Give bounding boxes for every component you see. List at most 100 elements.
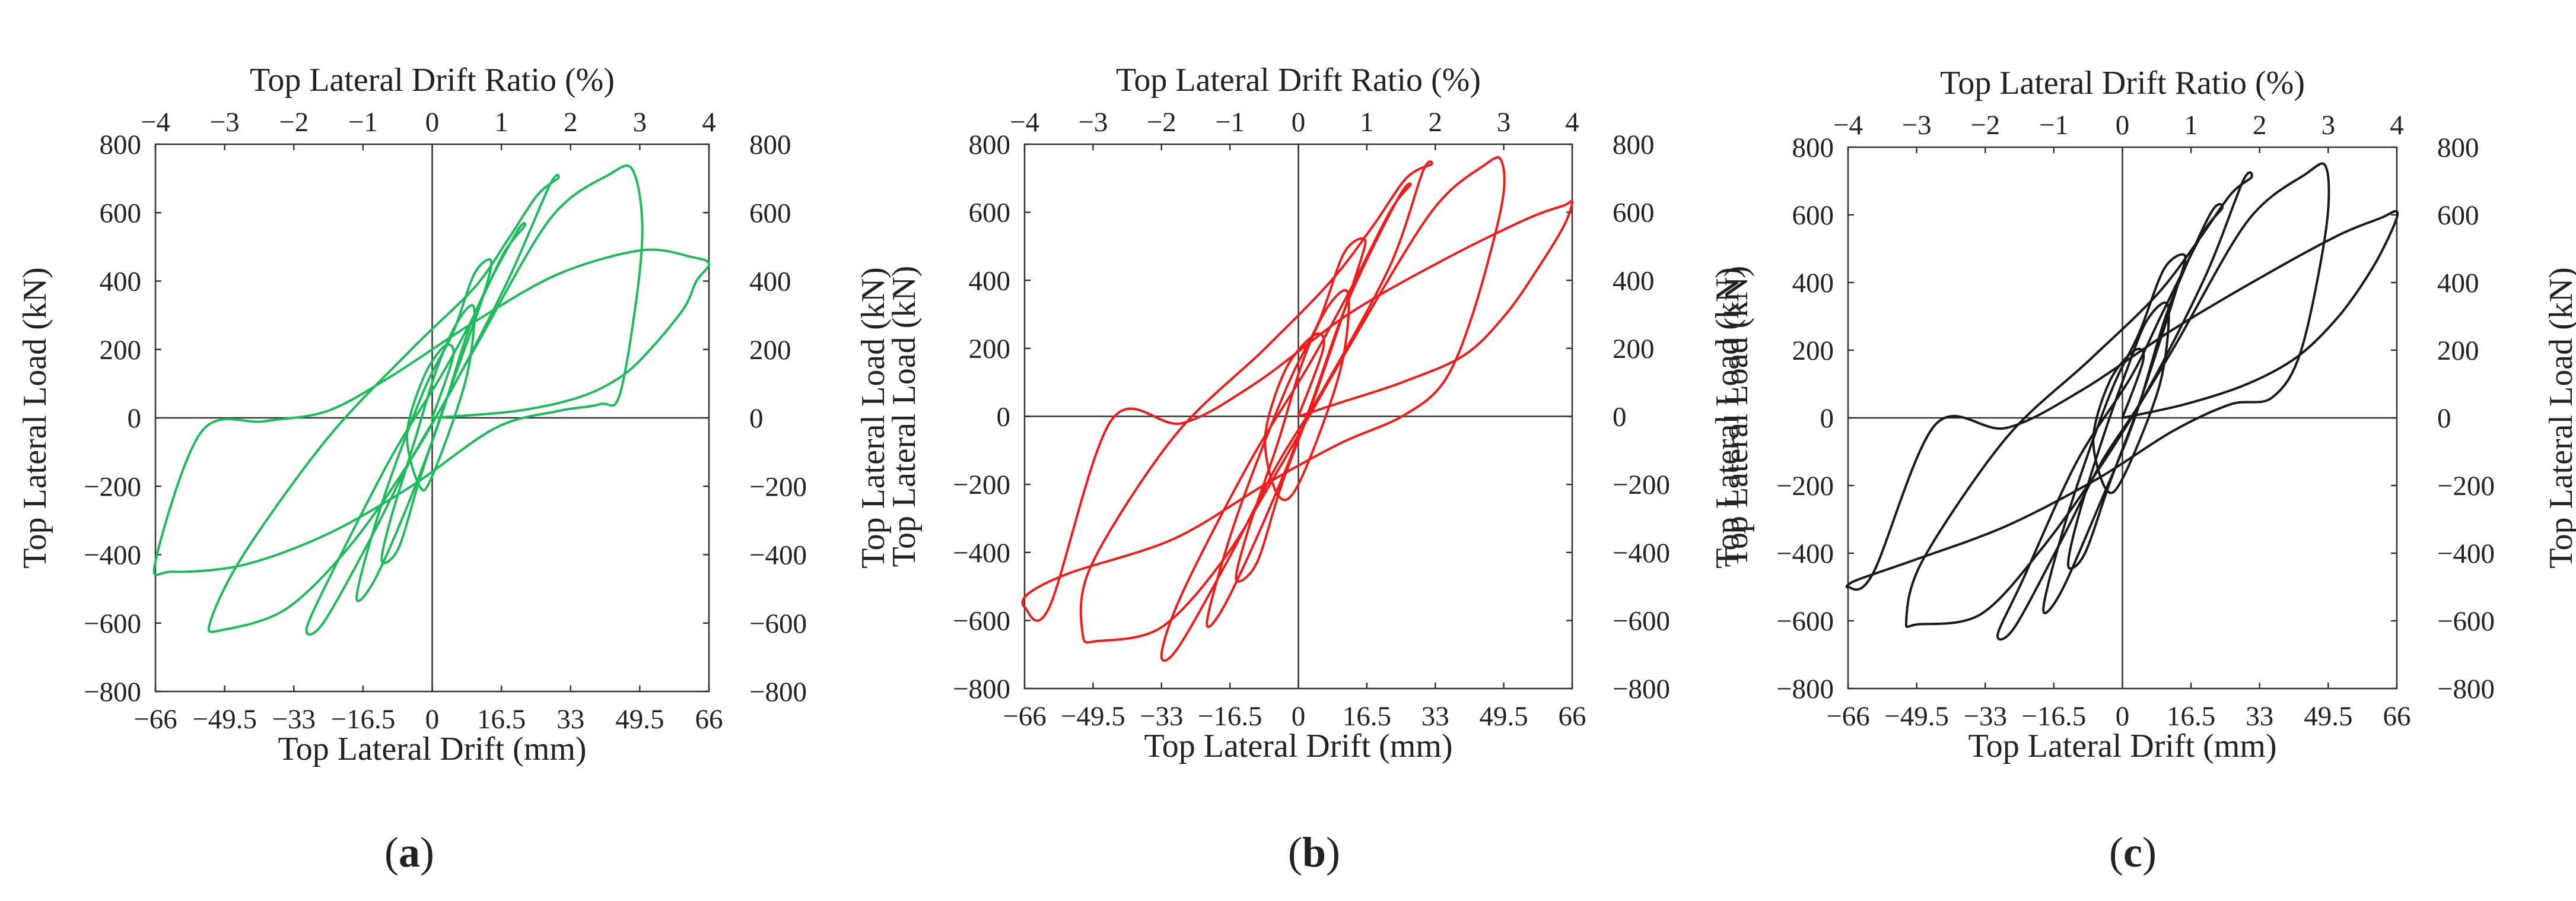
x-tick-label: −16.5 bbox=[1198, 701, 1262, 732]
x-tick-label: 0 bbox=[2116, 701, 2130, 732]
y-tick-label: −200 bbox=[84, 471, 141, 502]
x2-tick-label: 3 bbox=[633, 107, 647, 138]
x-tick-label: 49.5 bbox=[2304, 701, 2352, 732]
panel-label-open-paren: ( bbox=[2109, 829, 2123, 876]
x2-tick-label: −3 bbox=[210, 107, 240, 138]
series-line-hysteresis bbox=[1845, 162, 2399, 641]
x-tick-label: 33 bbox=[1421, 701, 1449, 732]
y-tick-label: −400 bbox=[953, 538, 1010, 569]
y-tick-label: 800 bbox=[969, 129, 1011, 160]
y2-tick-label: −600 bbox=[1613, 605, 1670, 636]
panel-label-close-paren: ) bbox=[1326, 829, 1340, 876]
x-tick-label: 16.5 bbox=[2167, 701, 2215, 732]
y-tick-label: −400 bbox=[1776, 538, 1834, 569]
x-tick-label: −49.5 bbox=[1884, 701, 1949, 732]
x2-tick-label: 1 bbox=[494, 107, 508, 138]
x-axis-label: Top Lateral Drift (mm) bbox=[278, 731, 586, 767]
panel-label-open-paren: ( bbox=[1288, 829, 1302, 876]
y2-tick-label: 600 bbox=[2437, 200, 2479, 231]
y-tick-label: −600 bbox=[84, 608, 141, 639]
chart-panel-b: −66 −49.5 −33 −16.5 0 16.5 33 49.5 66 −4 −3 −2 −1 0 1 2… bbox=[886, 62, 1755, 876]
panel-label-close-paren: ) bbox=[420, 829, 434, 876]
x-tick-label: 0 bbox=[1292, 701, 1306, 732]
y2-axis-label: Top Lateral Load (kN) bbox=[855, 267, 892, 569]
x2-tick-label: 4 bbox=[1565, 107, 1579, 138]
chart-panel-c: −66 −49.5 −33 −16.5 0 16.5 33 49.5 66 −4 −3 −2 −1 0 1 2… bbox=[1709, 65, 2576, 876]
y2-tick-label: 600 bbox=[749, 198, 791, 229]
y2-tick-label: −400 bbox=[749, 540, 807, 571]
y-tick-label: 400 bbox=[1792, 268, 1834, 299]
panel-label-letter: c bbox=[2123, 829, 2142, 876]
x2-tick-label: 2 bbox=[2253, 110, 2267, 141]
panel-label: (a) bbox=[384, 829, 434, 876]
y-tick-label: 0 bbox=[128, 403, 142, 434]
x-tick-label: 0 bbox=[425, 704, 440, 735]
panel-label: (c) bbox=[2109, 829, 2157, 876]
y-tick-label: 600 bbox=[969, 198, 1011, 229]
x-tick-label: −33 bbox=[1963, 701, 2007, 732]
y2-tick-label: 400 bbox=[1613, 265, 1655, 296]
x-tick-label: −33 bbox=[272, 704, 316, 735]
y-tick-label: 400 bbox=[100, 267, 142, 297]
x-tick-label: 66 bbox=[2383, 701, 2411, 732]
x-tick-label: −33 bbox=[1140, 701, 1184, 732]
y2-tick-label: 200 bbox=[749, 335, 791, 366]
x2-tick-label: 1 bbox=[2184, 110, 2198, 141]
y2-tick-label: 0 bbox=[1613, 402, 1627, 433]
x2-tick-label: −1 bbox=[1215, 107, 1245, 138]
y-tick-label: −200 bbox=[1776, 471, 1834, 502]
x-tick-label: −49.5 bbox=[1061, 701, 1125, 732]
y2-tick-label: −400 bbox=[2437, 538, 2495, 569]
y-tick-label: 0 bbox=[997, 402, 1011, 433]
y2-tick-label: −200 bbox=[1613, 469, 1670, 500]
y-tick-label: 600 bbox=[100, 198, 142, 229]
x2-tick-label: 3 bbox=[1497, 107, 1511, 138]
x-tick-label: −16.5 bbox=[2021, 701, 2086, 732]
x2-tick-label: 0 bbox=[425, 107, 440, 138]
y2-tick-label: 400 bbox=[2437, 268, 2479, 299]
y2-tick-label: 200 bbox=[2437, 335, 2479, 366]
x-tick-label: −66 bbox=[1003, 701, 1047, 732]
y2-axis-label: Top Lateral Load (kN) bbox=[2543, 267, 2576, 569]
x-tick-label: 66 bbox=[695, 704, 723, 735]
panel-label-letter: a bbox=[399, 829, 420, 876]
x-tick-label: 49.5 bbox=[615, 704, 664, 735]
panel-label-open-paren: ( bbox=[384, 829, 399, 876]
x-tick-label: −66 bbox=[133, 704, 177, 735]
y-tick-label: −600 bbox=[1776, 606, 1834, 637]
x2-axis-label: Top Lateral Drift Ratio (%) bbox=[1940, 65, 2305, 101]
x-tick-label: −49.5 bbox=[192, 704, 257, 735]
x2-tick-label: −3 bbox=[1078, 107, 1108, 138]
y-tick-label: 600 bbox=[1792, 200, 1834, 231]
y-tick-label: 400 bbox=[969, 265, 1011, 296]
x2-tick-label: −4 bbox=[1010, 107, 1039, 138]
y-tick-label: 200 bbox=[969, 334, 1011, 364]
x2-tick-label: 2 bbox=[1429, 107, 1443, 138]
y2-tick-label: 800 bbox=[2437, 132, 2479, 163]
x2-tick-label: −1 bbox=[2039, 110, 2069, 141]
y2-tick-label: 800 bbox=[1613, 129, 1655, 160]
x2-tick-label: −1 bbox=[348, 107, 378, 138]
x2-tick-label: −2 bbox=[279, 107, 309, 138]
y2-tick-label: −200 bbox=[2437, 471, 2495, 502]
x2-tick-label: 2 bbox=[564, 107, 578, 138]
x2-tick-label: 0 bbox=[2116, 110, 2130, 141]
y2-tick-label: −600 bbox=[749, 608, 807, 639]
series-line-hysteresis bbox=[152, 164, 710, 636]
x2-tick-label: −4 bbox=[141, 107, 170, 138]
y-tick-label: 800 bbox=[100, 129, 142, 160]
x-tick-label: −16.5 bbox=[330, 704, 395, 735]
x-tick-label: 66 bbox=[1559, 701, 1586, 732]
y-axis-label: Top Lateral Load (kN) bbox=[886, 266, 923, 567]
x2-tick-label: −3 bbox=[1902, 110, 1932, 141]
x-tick-label: 16.5 bbox=[477, 704, 526, 735]
y-axis-label: Top Lateral Load (kN) bbox=[17, 267, 53, 569]
x2-tick-label: 4 bbox=[702, 107, 716, 138]
y-tick-label: −800 bbox=[1776, 674, 1834, 705]
y-axis-label: Top Lateral Load (kN) bbox=[1709, 267, 1746, 569]
y-tick-label: 0 bbox=[1820, 403, 1834, 434]
x2-tick-label: 1 bbox=[1360, 107, 1374, 138]
y2-tick-label: 0 bbox=[2437, 403, 2451, 434]
y2-tick-label: 400 bbox=[749, 267, 791, 297]
